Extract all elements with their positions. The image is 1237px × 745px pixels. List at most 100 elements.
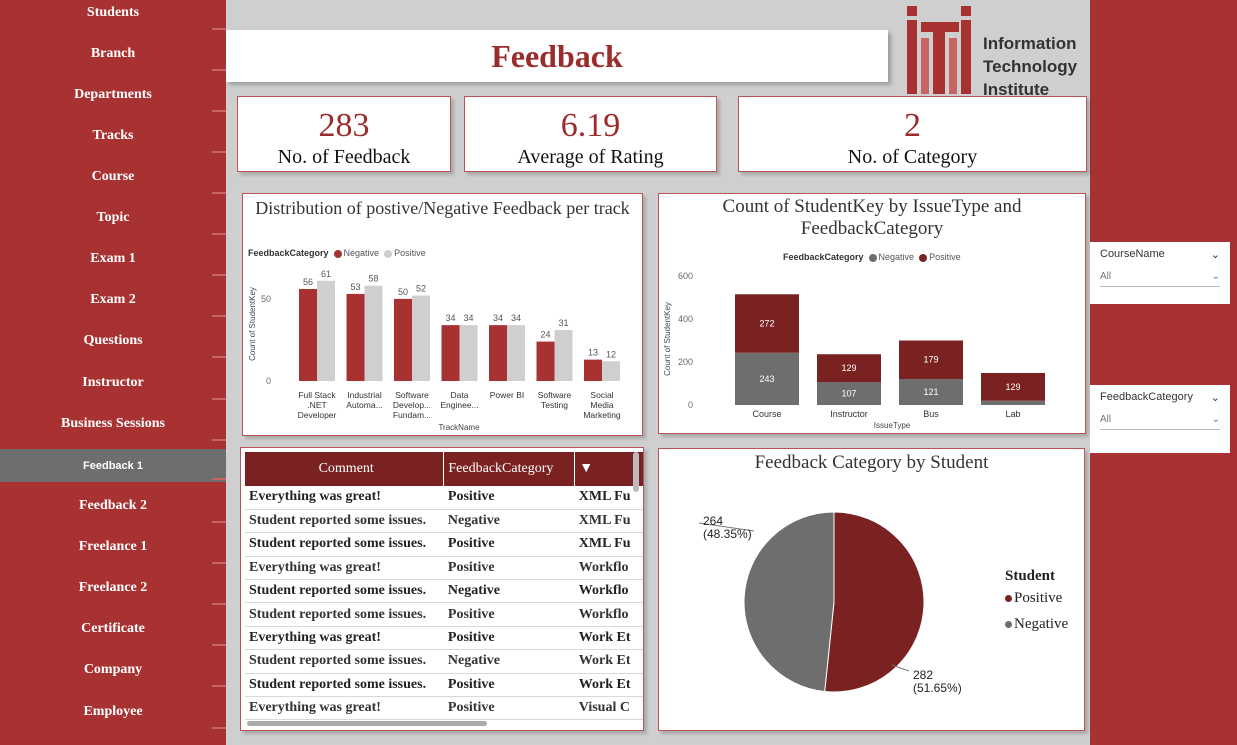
legend-label: Negative xyxy=(343,248,380,258)
x-tick-label: Power BI xyxy=(490,390,525,400)
kpi-card-average-rating: 6.19 Average of Rating xyxy=(464,96,717,172)
chart-legend: FeedbackCategory Negative Positive xyxy=(248,248,426,258)
table-cell-comment: Student reported some issues. xyxy=(245,509,444,534)
table-cell-comment: Everything was great! xyxy=(245,626,444,651)
table-cell-extra: Workflo xyxy=(574,579,643,604)
y-axis-label: Count of StudentKey xyxy=(248,287,257,361)
table-cell-category: Negative xyxy=(443,509,575,534)
sidebar-item-business-sessions[interactable]: Business Sessions xyxy=(0,405,226,443)
table-cell-extra: Workflo xyxy=(574,602,643,627)
table-cell-comment: Everything was great! xyxy=(245,486,444,510)
bar-data-label: 12 xyxy=(606,349,616,359)
y-tick-label: 400 xyxy=(678,314,693,324)
legend-item-positive: Positive xyxy=(384,248,426,258)
table-row[interactable]: Everything was great! Positive XML Fu xyxy=(245,486,643,510)
sidebar-item-branch[interactable]: Branch xyxy=(0,35,226,73)
column-header-category[interactable]: FeedbackCategory xyxy=(443,452,576,486)
table-cell-category: Negative xyxy=(443,649,575,674)
bar-negative xyxy=(299,289,317,381)
iti-logo-text: Information Technology Institute xyxy=(983,32,1077,101)
bar-data-label: 243 xyxy=(759,374,774,384)
sidebar-item-employee[interactable]: Employee xyxy=(0,693,226,731)
bar-positive xyxy=(459,325,478,381)
table-row[interactable]: Student reported some issues. Negative Wor… xyxy=(245,649,643,674)
sidebar-item-exam-2[interactable]: Exam 2 xyxy=(0,281,226,319)
table-row[interactable]: Student reported some issues. Positive XML… xyxy=(245,532,643,557)
table-row[interactable]: Student reported some issues. Negative XML… xyxy=(245,509,643,534)
table-row[interactable]: Everything was great! Positive Workflo xyxy=(245,556,643,581)
legend-label: Positive xyxy=(929,252,961,262)
x-tick-label: Testing xyxy=(541,400,568,410)
slicer-title: FeedbackCategory xyxy=(1100,391,1193,403)
iti-logo: Information Technology Institute xyxy=(905,4,1090,99)
page-title-box: Feedback xyxy=(226,30,888,82)
table-row[interactable]: Student reported some issues. Positive Wor… xyxy=(245,602,643,627)
sidebar-item-topic[interactable]: Topic xyxy=(0,199,226,237)
table-cell-extra: Visual C xyxy=(574,696,643,721)
table-row[interactable]: Student reported some issues. Negative Wor… xyxy=(245,579,643,604)
table-cell-comment: Student reported some issues. xyxy=(245,532,444,557)
sidebar-item-students[interactable]: Students xyxy=(0,0,226,32)
sidebar-item-exam-1[interactable]: Exam 1 xyxy=(0,240,226,278)
table-cell-comment: Student reported some issues. xyxy=(245,673,444,698)
table-body: Everything was great! Positive XML Fu Stude… xyxy=(245,486,643,721)
sidebar-item-feedback-1[interactable]: Feedback 1 xyxy=(0,449,226,482)
chevron-down-icon[interactable]: ⌄ xyxy=(1211,414,1220,425)
table-cell-category: Positive xyxy=(443,626,575,651)
kpi-card-feedback-count: 283 No. of Feedback xyxy=(237,96,451,172)
table-cell-category: Positive xyxy=(443,486,575,510)
table-cell-comment: Student reported some issues. xyxy=(245,649,444,674)
feedback-category-slicer[interactable]: FeedbackCategory ⌄ All ⌄ xyxy=(1090,385,1230,453)
sidebar-item-tracks[interactable]: Tracks xyxy=(0,117,226,155)
legend-label: Positive xyxy=(1014,590,1063,606)
table-cell-extra: XML Fu xyxy=(574,532,643,557)
page-title: Feedback xyxy=(491,37,623,74)
x-tick-label: Software xyxy=(538,390,572,400)
bar-data-label: 34 xyxy=(463,313,473,323)
bar-data-label: 129 xyxy=(1005,382,1020,392)
table-row[interactable]: Everything was great! Positive Work Et xyxy=(245,626,643,651)
y-tick-label: 0 xyxy=(688,400,693,410)
bar-data-label: 107 xyxy=(841,388,856,398)
slicer-header: FeedbackCategory ⌄ xyxy=(1090,385,1230,410)
y-tick-label: 600 xyxy=(678,271,693,281)
column-header-comment[interactable]: Comment xyxy=(245,452,445,486)
legend-item-positive: Positive xyxy=(919,252,961,262)
table-cell-comment: Everything was great! xyxy=(245,696,444,721)
sidebar-item-freelance-1[interactable]: Freelance 1 xyxy=(0,528,226,566)
chevron-down-icon[interactable]: ⌄ xyxy=(1211,271,1220,282)
vertical-scrollbar[interactable] xyxy=(633,452,639,492)
bar-positive xyxy=(364,285,383,381)
kpi-label: No. of Feedback xyxy=(277,146,411,168)
legend-label: Negative xyxy=(878,252,915,262)
feedback-table-grid: Comment FeedbackCategory ▼ Everything wa… xyxy=(245,452,643,721)
sidebar-item-freelance-2[interactable]: Freelance 2 xyxy=(0,569,226,607)
pie-data-label: 264 xyxy=(703,514,723,528)
sidebar-item-course[interactable]: Course xyxy=(0,158,226,196)
logo-line-3: Institute xyxy=(983,80,1050,99)
x-tick-label: Marketing xyxy=(583,410,621,420)
y-tick-label: 200 xyxy=(678,357,693,367)
sidebar-item-certificate[interactable]: Certificate xyxy=(0,610,226,648)
x-axis-label: TrackName xyxy=(438,423,480,432)
sidebar-item-questions[interactable]: Questions xyxy=(0,322,226,360)
sort-arrow-icon[interactable]: ▼ xyxy=(579,461,594,476)
chevron-down-icon[interactable]: ⌄ xyxy=(1210,392,1220,404)
sidebar-item-departments[interactable]: Departments xyxy=(0,76,226,114)
sidebar-item-feedback-2[interactable]: Feedback 2 xyxy=(0,487,226,525)
table-row[interactable]: Everything was great! Positive Visual C xyxy=(245,696,643,721)
sidebar-item-instructor[interactable]: Instructor xyxy=(0,364,226,402)
bar-data-label: 31 xyxy=(558,318,568,328)
positive-dot-icon xyxy=(919,253,928,262)
x-tick-label: Social xyxy=(590,390,613,400)
horizontal-scrollbar[interactable] xyxy=(247,721,487,726)
column-header-sort[interactable]: ▼ xyxy=(574,452,643,486)
table-row[interactable]: Student reported some issues. Positive Wor… xyxy=(245,673,643,698)
pie-data-pct: (51.65%) xyxy=(913,681,962,695)
course-name-slicer[interactable]: CourseName ⌄ All ⌄ xyxy=(1090,242,1230,304)
course-name-dropdown[interactable]: All ⌄ xyxy=(1100,267,1220,287)
sidebar-item-company[interactable]: Company xyxy=(0,651,226,689)
chevron-down-icon[interactable]: ⌄ xyxy=(1210,249,1220,261)
pie-leader-line xyxy=(698,522,755,532)
feedback-category-dropdown[interactable]: All ⌄ xyxy=(1100,410,1220,430)
